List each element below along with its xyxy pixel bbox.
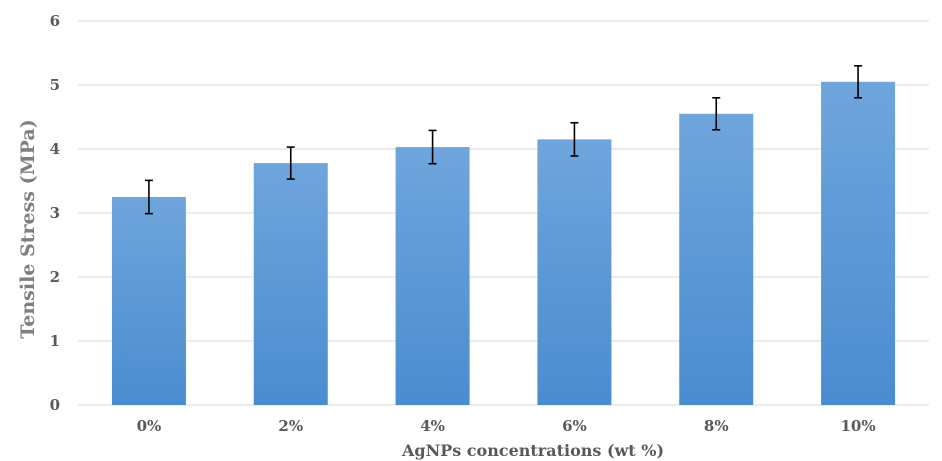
bar-10pct (821, 81, 896, 406)
x-tick-label: 10% (841, 417, 876, 435)
y-tick-label: 5 (50, 76, 60, 94)
y-axis-title: Tensile Stress (MPa) (17, 119, 39, 338)
bar-4pct (395, 147, 470, 405)
x-tick-label: 8% (704, 417, 729, 435)
bars (111, 81, 896, 406)
y-tick-label: 3 (50, 204, 60, 222)
error-bar (712, 97, 721, 131)
y-tick-label: 2 (50, 268, 60, 286)
y-tick-label: 1 (50, 332, 60, 350)
gridlines (78, 20, 929, 406)
x-axis-title: AgNPs concentrations (wt %) (401, 441, 664, 460)
y-axis-ticks: 0 1 2 3 4 5 6 (50, 12, 60, 414)
bar-2pct (253, 163, 328, 405)
error-bars (144, 65, 863, 215)
x-axis-ticks: 0% 2% 4% 6% 8% 10% (137, 417, 876, 435)
y-tick-label: 4 (50, 140, 60, 158)
y-tick-label: 6 (50, 12, 60, 30)
x-tick-label: 2% (278, 417, 303, 435)
error-bar (854, 65, 863, 99)
y-tick-label: 0 (50, 396, 60, 414)
x-tick-label: 6% (562, 417, 587, 435)
error-bar (428, 129, 437, 165)
x-tick-label: 4% (420, 417, 445, 435)
bar-0pct (111, 197, 186, 405)
error-bar (286, 146, 295, 180)
error-bar (570, 121, 579, 157)
bar-6pct (537, 139, 612, 405)
x-tick-label: 0% (137, 417, 162, 435)
error-bar (144, 179, 153, 215)
bar-8pct (679, 113, 754, 406)
